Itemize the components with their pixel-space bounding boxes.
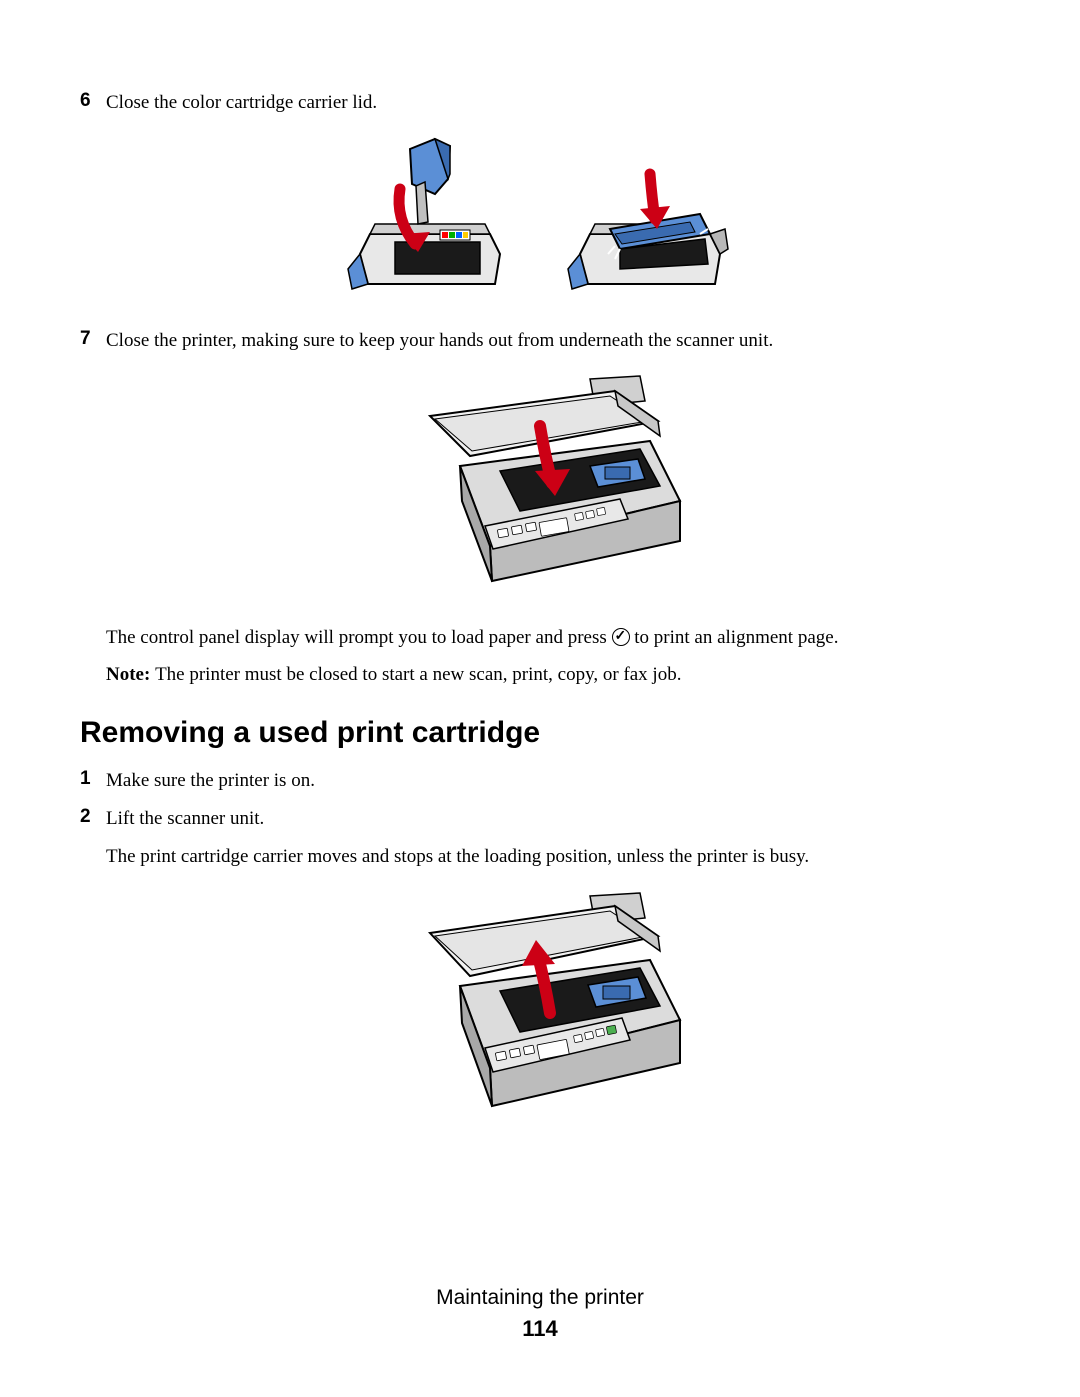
step-number: 6 [80, 90, 106, 112]
step-number: 1 [80, 768, 106, 790]
removing-step-1: 1 Make sure the printer is on. [80, 768, 1000, 794]
note-line: Note: The printer must be closed to star… [106, 662, 1000, 689]
printer-lift-illustration [390, 888, 690, 1133]
step-number: 7 [80, 328, 106, 350]
figure-lift-scanner [80, 888, 1000, 1133]
section-heading: Removing a used print cartridge [80, 716, 1000, 750]
figure-close-printer [80, 371, 1000, 601]
prompt-after: to print an alignment page. [630, 627, 839, 648]
cartridge-closing-illustration [560, 134, 740, 304]
cartridge-open-illustration [340, 134, 520, 304]
step-7: 7 Close the printer, making sure to keep… [80, 328, 1000, 354]
footer-page-number: 114 [0, 1316, 1080, 1342]
removing-step-2-detail: The print cartridge carrier moves and st… [106, 844, 1000, 871]
step-text: Lift the scanner unit. [106, 806, 1000, 832]
check-button-icon [612, 628, 630, 646]
step-text: Close the color cartridge carrier lid. [106, 90, 1000, 116]
alignment-prompt: The control panel display will prompt yo… [106, 625, 1000, 652]
note-label: Note: [106, 664, 155, 685]
figure-cartridge-lid [80, 134, 1000, 304]
step-text: Make sure the printer is on. [106, 768, 1000, 794]
footer-section-title: Maintaining the printer [0, 1286, 1080, 1310]
note-text: The printer must be closed to start a ne… [155, 664, 681, 685]
page-footer: Maintaining the printer 114 [0, 1286, 1080, 1342]
step-number: 2 [80, 806, 106, 828]
step-6: 6 Close the color cartridge carrier lid. [80, 90, 1000, 116]
removing-step-2: 2 Lift the scanner unit. [80, 806, 1000, 832]
printer-close-illustration [390, 371, 690, 601]
step-text: Close the printer, making sure to keep y… [106, 328, 1000, 354]
prompt-before: The control panel display will prompt yo… [106, 627, 612, 648]
